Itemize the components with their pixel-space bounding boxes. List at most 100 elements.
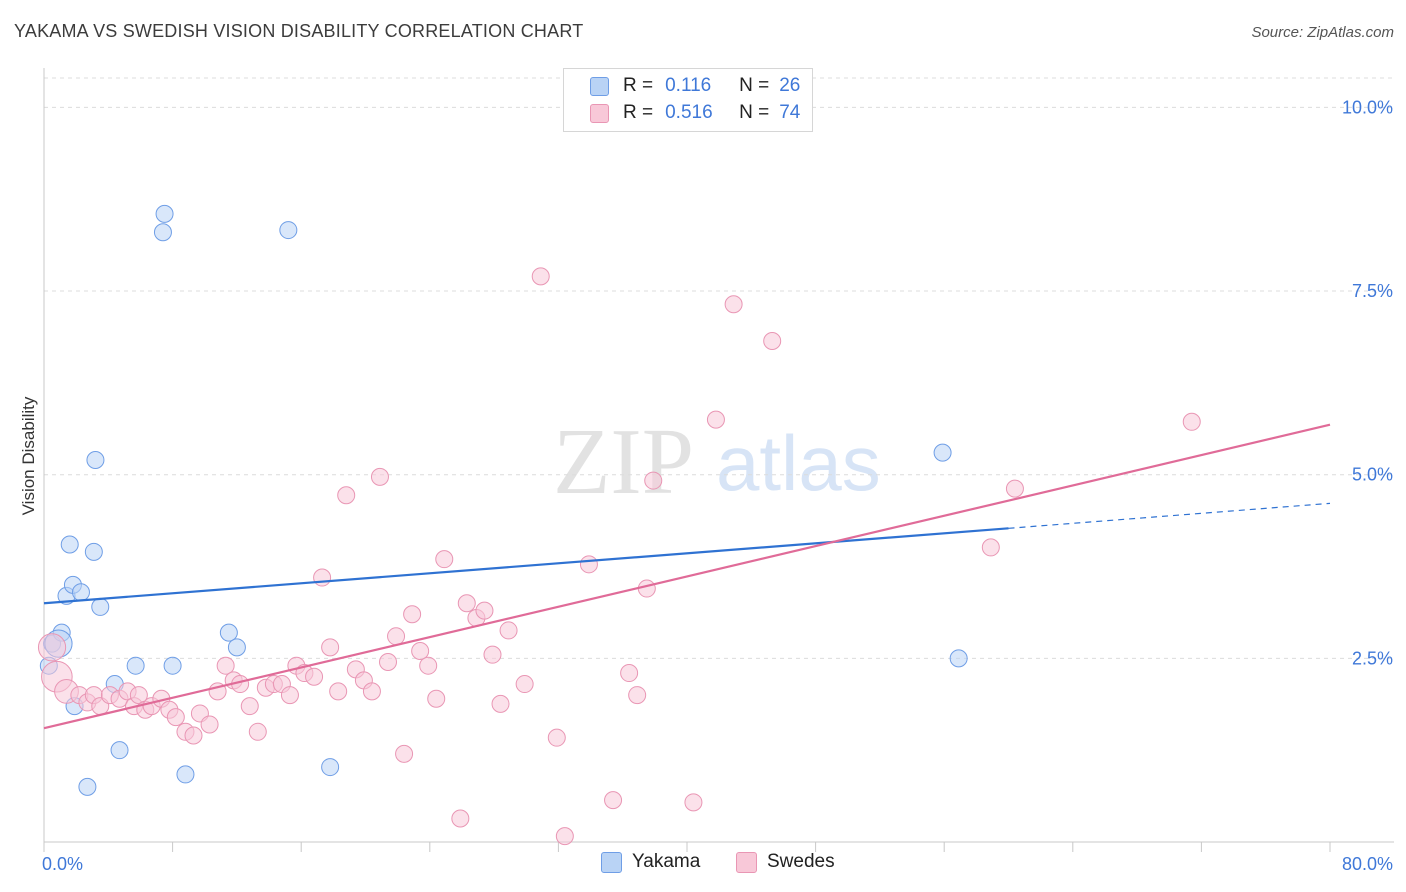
swedes-point-66 [644, 471, 663, 490]
swedes-trend-line [43, 423, 1331, 730]
yakama-point-15 [155, 204, 174, 223]
swedes-point-48 [427, 689, 446, 708]
swedes-point-64 [628, 686, 647, 705]
legend-item-swedes: Swedes [736, 851, 835, 873]
swedes-legend-swatch [736, 851, 757, 873]
yakama-point-7 [78, 777, 97, 796]
r-label: R = [623, 75, 654, 96]
yakama-point-4 [60, 535, 79, 554]
swedes-legend-label: Swedes [767, 851, 835, 872]
swedes-point-60 [555, 827, 574, 846]
swedes-point-22 [216, 656, 235, 675]
yakama-swatch [590, 76, 609, 96]
swedes-point-30 [280, 686, 299, 705]
swedes-point-58 [531, 267, 550, 286]
swedes-point-37 [337, 486, 356, 505]
grid-lines [44, 77, 1394, 659]
swedes-point-42 [379, 653, 398, 672]
swedes-point-51 [457, 594, 476, 613]
swedes-point-49 [435, 550, 454, 569]
y-tick-label-2: 7.5% [1352, 281, 1393, 301]
swedes-point-65 [637, 579, 656, 598]
swedes-point-55 [491, 694, 510, 713]
swedes-point-26 [248, 722, 267, 741]
swedes-point-73 [1182, 412, 1201, 431]
r-label: R = [623, 102, 654, 123]
swedes-point-68 [706, 410, 725, 429]
yakama-r-value: 0.116 [665, 75, 712, 96]
yakama-legend-swatch [601, 851, 622, 873]
x-tick-label-min: 0.0% [42, 854, 83, 874]
swedes-point-56 [499, 621, 518, 640]
stats-legend: R = 0.116 N = 26 R = 0.516 N = 74 [563, 68, 813, 132]
n-label: N = [739, 75, 770, 96]
yakama-point-9 [86, 451, 105, 469]
axes [43, 68, 1394, 852]
yakama-point-17 [176, 765, 195, 784]
y-tick-label-0: 2.5% [1352, 648, 1393, 668]
swedes-point-0 [37, 633, 67, 662]
swedes-point-34 [313, 568, 332, 587]
swedes-point-63 [620, 664, 639, 683]
swedes-point-33 [305, 667, 324, 686]
yakama-point-19 [227, 638, 246, 657]
swedes-point-36 [329, 682, 348, 701]
swedes-swatch [590, 103, 609, 123]
swedes-point-20 [200, 715, 219, 734]
swedes-point-25 [240, 697, 259, 716]
x-tick-label-max: 80.0% [1342, 854, 1393, 874]
watermark-atlas: atlas [716, 419, 881, 507]
swedes-point-45 [403, 605, 422, 624]
swedes-point-70 [763, 331, 782, 350]
trend-lines [43, 423, 1331, 730]
swedes-point-62 [604, 791, 623, 810]
swedes-point-50 [451, 809, 470, 828]
swedes-point-46 [411, 642, 430, 660]
yakama-legend-label: Yakama [632, 851, 701, 872]
swedes-point-69 [724, 295, 743, 314]
swedes-n-value: 74 [779, 102, 801, 123]
yakama-point-22 [933, 443, 952, 462]
yakama-point-21 [321, 758, 340, 777]
swedes-point-71 [981, 538, 1000, 557]
watermark: ZIP atlas [553, 410, 881, 514]
yakama-point-6 [71, 583, 90, 602]
swedes-point-53 [475, 601, 494, 620]
swedes-point-59 [547, 728, 566, 747]
swedes-point-40 [362, 682, 381, 701]
yakama-point-8 [84, 542, 103, 561]
y-tick-label-3: 10.0% [1342, 97, 1393, 117]
chart-title: YAKAMA VS SWEDISH VISION DISABILITY CORR… [14, 21, 584, 41]
yakama-point-12 [110, 741, 129, 760]
data-points [37, 204, 1201, 846]
yakama-point-13 [126, 656, 145, 675]
legend-row-yakama: R = 0.116 N = 26 [590, 74, 800, 98]
swedes-point-67 [684, 793, 703, 812]
source-label: Source: ZipAtlas.com [1251, 24, 1394, 41]
axis-labels: 2.5% 5.0% 7.5% 10.0% 0.0% 80.0% Vision Disabil… [19, 97, 1393, 874]
y-tick-label-1: 5.0% [1352, 465, 1393, 485]
swedes-point-16 [166, 708, 185, 727]
yakama-point-20 [279, 221, 298, 240]
yakama-point-16 [163, 656, 182, 675]
legend-row-swedes: R = 0.516 N = 74 [590, 101, 800, 125]
yakama-point-10 [91, 597, 110, 616]
swedes-point-72 [1005, 479, 1024, 498]
yakama-trend-extension [1008, 502, 1331, 529]
y-axis-label: Vision Disability [19, 396, 38, 515]
swedes-point-61 [579, 555, 598, 574]
swedes-point-47 [419, 656, 438, 675]
yakama-n-value: 26 [779, 75, 801, 96]
swedes-r-value: 0.516 [665, 102, 713, 123]
swedes-point-57 [515, 675, 534, 694]
swedes-point-18 [184, 726, 203, 745]
yakama-trend-line [43, 527, 1009, 605]
legend-item-yakama: Yakama [601, 851, 700, 873]
swedes-point-54 [483, 645, 502, 664]
swedes-point-44 [395, 744, 414, 763]
series-legend: Yakama Swedes [0, 851, 1406, 877]
yakama-point-23 [949, 649, 968, 668]
n-label: N = [739, 102, 770, 123]
watermark-zip: ZIP [553, 410, 694, 514]
